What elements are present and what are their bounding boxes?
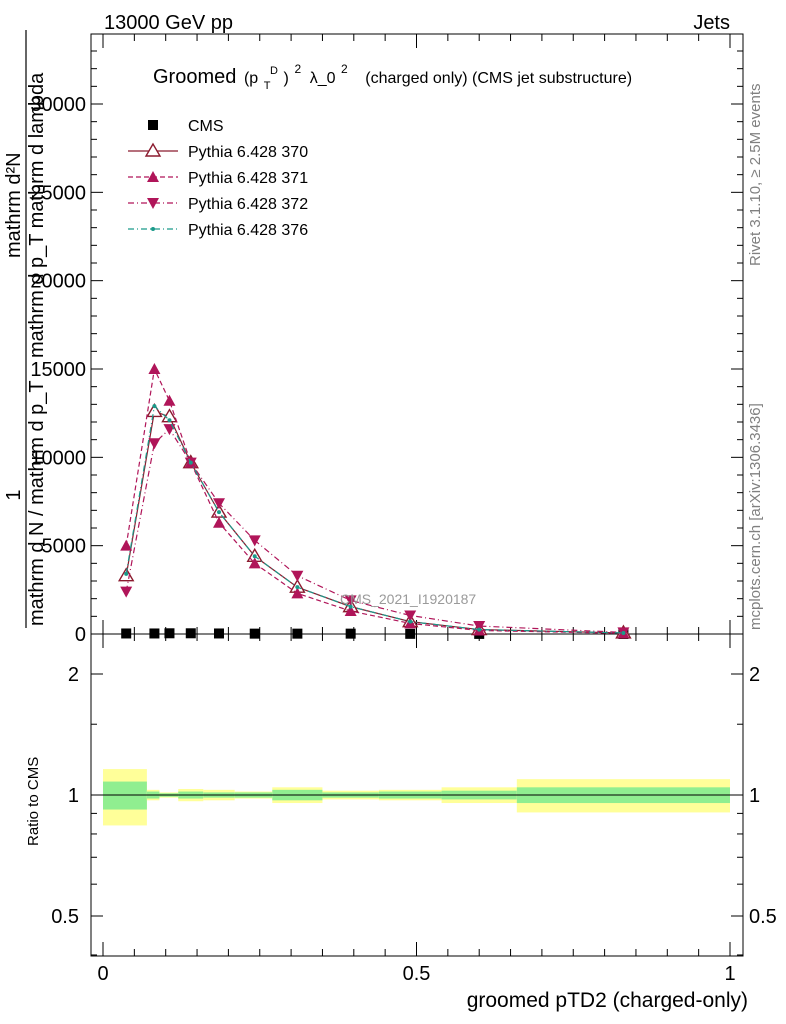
data-point (167, 418, 172, 423)
legend: CMS Pythia 6.428 370 Pythia 6.428 371 Pythi… (128, 118, 308, 239)
data-point (621, 630, 626, 635)
main-ytick-label: 10000 (30, 447, 86, 469)
data-point (120, 539, 133, 551)
data-point (249, 628, 260, 639)
data-point (291, 570, 304, 582)
legend-entry: CMS (148, 118, 224, 135)
ylabel-den-upper: mathrm d p_T mathrm d lambda (26, 72, 48, 358)
header-left: 13000 GeV pp (104, 12, 233, 34)
data-point (149, 628, 160, 639)
data-point (248, 557, 261, 569)
legend-label: Pythia 6.428 370 (188, 144, 308, 161)
data-point (291, 587, 304, 599)
data-point (348, 604, 353, 609)
ratio-xtick-label: 0.5 (403, 963, 431, 985)
plot-title: Groomed (p T D ) 2 λ_0 2 (charged only) … (153, 56, 632, 94)
data-point (405, 628, 416, 639)
ylabel-num: mathrm d²N (3, 152, 25, 258)
main-ytick-label: 15000 (30, 359, 86, 381)
ratio-ytick-label-right: 0.5 (749, 906, 777, 928)
legend-marker (151, 227, 155, 231)
watermark: CMS_2021_I1920187 (340, 591, 476, 607)
data-point (212, 498, 225, 510)
data-point (120, 586, 133, 598)
x-axis-label: groomed pTD2 (charged-only) (467, 989, 748, 1012)
data-point (404, 610, 417, 622)
series-376 (124, 404, 626, 635)
legend-marker (144, 142, 162, 157)
ratio-ticks: 0 0.5 1 0.5 0.5 1 1 2 2 (51, 634, 777, 985)
legend-label: Pythia 6.428 371 (188, 170, 308, 187)
series-line (125, 366, 624, 634)
data-point (148, 363, 161, 374)
data-point (216, 510, 221, 515)
legend-marker (148, 120, 158, 130)
ratio-xtick-label: 0 (97, 963, 108, 985)
data-point (124, 571, 129, 576)
main-ytick-label: 20000 (30, 271, 86, 293)
data-point (345, 628, 356, 639)
data-point (295, 585, 300, 590)
legend-marker (147, 198, 159, 209)
rivet-label: Rivet 3.1.10, ≥ 2.5M events (747, 84, 764, 267)
main-ylabel: 1 mathrm d N / mathrm d p_T mathrm d²N m… (3, 30, 48, 628)
ratio-ytick-label: 0.5 (51, 906, 79, 928)
legend-label: Pythia 6.428 376 (188, 222, 308, 239)
data-point (344, 595, 357, 607)
main-ytick-label: 30000 (30, 94, 86, 116)
data-point (213, 628, 224, 639)
legend-entry: Pythia 6.428 376 (128, 222, 308, 239)
legend-label: CMS (188, 118, 224, 135)
legend-marker (147, 171, 159, 182)
svg-text:Groomed (p T: Groomed (p T D ) 2 λ_0 2 (charged only) … (153, 56, 632, 94)
main-series (117, 363, 632, 639)
data-point (188, 460, 193, 465)
data-point (164, 628, 175, 639)
data-point (473, 621, 486, 633)
mcplots-label: mcplots.cern.ch [arXiv:1306.3436] (747, 403, 764, 630)
ratio-ylabel: Ratio to CMS (25, 757, 42, 846)
data-point (185, 628, 196, 639)
main-ytick-label: 0 (75, 624, 86, 646)
data-point (344, 605, 357, 617)
data-point (146, 403, 163, 418)
data-point (121, 628, 132, 639)
data-point (248, 535, 261, 547)
data-point (148, 438, 161, 450)
data-point (252, 554, 257, 559)
header-right: Jets (693, 12, 730, 34)
ratio-ytick-label: 1 (68, 785, 79, 807)
legend-entry: Pythia 6.428 371 (128, 170, 308, 187)
band-inner-0 (103, 781, 147, 810)
ratio-bands (103, 769, 730, 826)
legend-entry: Pythia 6.428 370 (128, 142, 308, 161)
ratio-ytick-label-right: 2 (749, 664, 760, 686)
title-prefix: Groomed (153, 66, 236, 88)
ratio-xtick-label: 1 (724, 963, 735, 985)
data-point (408, 619, 413, 624)
main-ytick-label: 5000 (42, 536, 87, 558)
data-point (152, 404, 157, 409)
main-ticks: 0 5000 10000 15000 20000 25000 30000 (30, 34, 743, 646)
ylabel-den-lower: mathrm d N / mathrm d p_T (26, 380, 48, 626)
ratio-ytick-label-right: 1 (749, 785, 760, 807)
ylabel-one: 1 (3, 489, 25, 500)
data-point (163, 394, 176, 406)
data-point (292, 628, 303, 639)
legend-label: Pythia 6.428 372 (188, 196, 308, 213)
legend-entry: Pythia 6.428 372 (128, 196, 308, 213)
data-point (212, 516, 225, 528)
data-point (477, 627, 482, 632)
main-ytick-label: 25000 (30, 182, 86, 204)
ratio-ytick-label: 2 (68, 664, 79, 686)
